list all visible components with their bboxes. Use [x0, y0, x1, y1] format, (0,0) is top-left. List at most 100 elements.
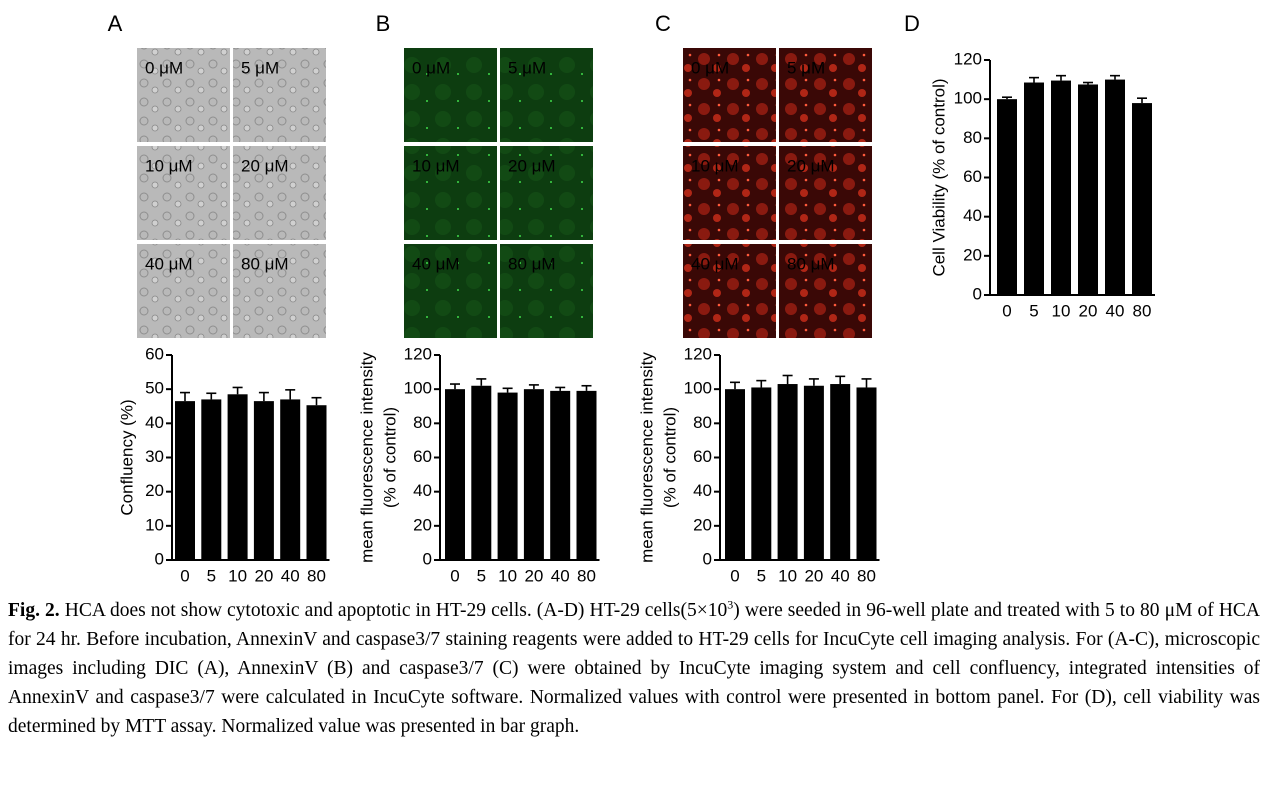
- tile-label: 80 μM: [787, 254, 835, 273]
- tile-label: 20 μM: [508, 156, 556, 175]
- y-axis-label: (% of control): [380, 407, 399, 508]
- bar: [1105, 79, 1125, 295]
- y-tick-label: 60: [413, 447, 432, 466]
- tile-label: 10 μM: [412, 156, 460, 175]
- x-tick-label: 40: [1106, 301, 1125, 320]
- y-tick-label: 60: [693, 447, 712, 466]
- x-tick-label: 40: [281, 566, 300, 585]
- caption-label: Fig. 2.: [8, 600, 60, 621]
- y-tick-label: 0: [155, 549, 164, 568]
- bar: [253, 401, 274, 560]
- x-tick-label: 5: [757, 566, 766, 585]
- y-axis-label: Cell Viability (% of control): [929, 78, 948, 276]
- x-tick-label: 0: [450, 566, 459, 585]
- bar: [576, 390, 597, 560]
- x-tick-label: 5: [207, 566, 216, 585]
- bar: [306, 405, 327, 560]
- y-tick-label: 100: [404, 379, 432, 398]
- x-tick-label: 10: [1052, 301, 1071, 320]
- y-tick-label: 30: [145, 447, 164, 466]
- x-tick-label: 20: [1079, 301, 1098, 320]
- figure-caption: Fig. 2. HCA does not show cytotoxic and …: [8, 596, 1260, 741]
- bar: [777, 384, 798, 560]
- micrograph: [404, 48, 497, 142]
- y-tick-label: 40: [413, 481, 432, 500]
- y-tick-label: 80: [963, 128, 982, 147]
- micrograph: [779, 244, 872, 338]
- y-tick-label: 120: [404, 344, 432, 363]
- bar: [830, 384, 851, 560]
- micrograph: [500, 48, 593, 142]
- y-tick-label: 40: [145, 413, 164, 432]
- x-tick-label: 0: [1002, 301, 1011, 320]
- tile-label: 80 μM: [241, 254, 289, 273]
- bar: [175, 401, 195, 560]
- micrograph: [404, 244, 497, 338]
- micrograph: [779, 146, 872, 240]
- y-tick-label: 0: [973, 284, 982, 303]
- bar: [1078, 84, 1098, 296]
- tile-label: 0 μM: [145, 58, 183, 77]
- tile-label: 10 μM: [145, 156, 193, 175]
- micrograph: [500, 244, 593, 338]
- y-tick-label: 120: [954, 49, 982, 68]
- bar: [1132, 103, 1152, 295]
- panel-letter: A: [108, 11, 123, 36]
- micrograph: [233, 146, 326, 240]
- bar: [227, 394, 248, 560]
- y-tick-label: 100: [684, 379, 712, 398]
- micrograph: [779, 48, 872, 142]
- caption-text: HCA does not show cytotoxic and apoptoti…: [64, 600, 728, 621]
- bar: [280, 399, 301, 560]
- micrograph: [683, 244, 776, 338]
- micrograph: [404, 146, 497, 240]
- y-tick-label: 0: [703, 549, 712, 568]
- bar: [751, 387, 772, 560]
- bar: [803, 385, 824, 560]
- micrograph: [137, 48, 230, 142]
- x-tick-label: 0: [180, 566, 189, 585]
- y-axis-label: Confluency (%): [117, 399, 136, 515]
- y-tick-label: 20: [963, 245, 982, 264]
- bar: [201, 399, 222, 560]
- y-tick-label: 120: [684, 344, 712, 363]
- panel-letter: C: [655, 11, 671, 36]
- x-tick-label: 5: [1029, 301, 1038, 320]
- bar: [497, 392, 518, 560]
- tile-label: 80 μM: [508, 254, 556, 273]
- y-tick-label: 80: [693, 413, 712, 432]
- x-tick-label: 20: [804, 566, 823, 585]
- x-tick-label: 10: [498, 566, 517, 585]
- y-tick-label: 10: [145, 515, 164, 534]
- y-tick-label: 60: [145, 344, 164, 363]
- x-tick-label: 0: [730, 566, 739, 585]
- x-tick-label: 80: [1133, 301, 1152, 320]
- x-tick-label: 10: [228, 566, 247, 585]
- tile-label: 40 μM: [145, 254, 193, 273]
- tile-label: 40 μM: [691, 254, 739, 273]
- caption-superscript: 3: [727, 597, 734, 612]
- y-tick-label: 100: [954, 89, 982, 108]
- micrograph: [137, 244, 230, 338]
- tile-label: 5 μM: [241, 58, 279, 77]
- bar: [1051, 80, 1071, 295]
- x-tick-label: 20: [254, 566, 273, 585]
- micrograph: [233, 244, 326, 338]
- x-tick-label: 80: [577, 566, 596, 585]
- bar: [523, 389, 544, 560]
- micrograph: [500, 146, 593, 240]
- y-axis-label: (% of control): [660, 407, 679, 508]
- figure: A 0 μM 5 μM 10 μM 20 μM 40 μM 80 μM B 0 μM 5 μM 10…: [108, 11, 1155, 585]
- x-tick-label: 40: [551, 566, 570, 585]
- y-axis-label: mean fluorescence intensity: [357, 352, 376, 563]
- tile-label: 5 μM: [508, 58, 546, 77]
- tile-label: 20 μM: [241, 156, 289, 175]
- micrograph: [137, 146, 230, 240]
- y-tick-label: 0: [423, 549, 432, 568]
- caption-text: ) were seeded in 96-well plate and treat…: [8, 600, 1260, 737]
- y-tick-label: 20: [413, 515, 432, 534]
- bar: [1024, 82, 1044, 295]
- bar: [471, 385, 492, 560]
